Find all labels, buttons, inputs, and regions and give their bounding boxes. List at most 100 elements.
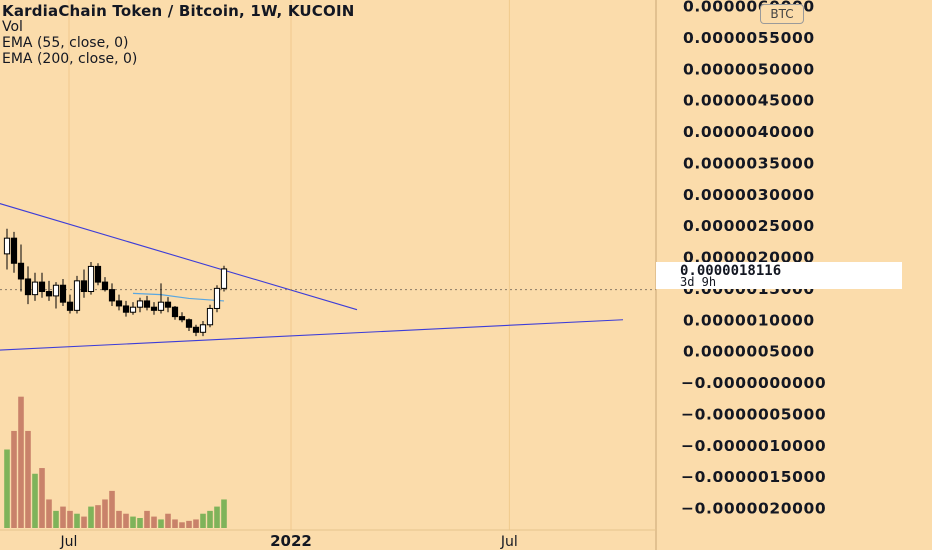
candle — [80, 269, 88, 298]
candle-body-down — [150, 306, 158, 311]
candle-body-down — [171, 306, 179, 318]
candle-body-up — [213, 287, 221, 309]
candle-body-down — [80, 280, 88, 293]
volume-bar — [81, 516, 87, 528]
volume-bar — [109, 490, 115, 528]
candle — [10, 231, 18, 273]
volume-bar — [25, 430, 31, 528]
volume-bar — [67, 510, 73, 528]
price-tick-label: 0.0000050000 — [683, 60, 815, 78]
candle-body-down — [185, 319, 193, 328]
candle — [178, 312, 186, 323]
volume-bar — [32, 473, 38, 528]
candle — [115, 294, 123, 311]
chart-grid — [68, 0, 510, 530]
currency-button[interactable]: BTC — [760, 4, 804, 24]
volume-bar — [116, 510, 122, 528]
time-tick-label: Jul — [500, 534, 518, 550]
volume-bar — [53, 510, 59, 528]
candle — [17, 244, 25, 292]
volume-bar — [193, 519, 199, 528]
price-tick-label: 0.0000030000 — [683, 186, 815, 204]
symbol-title[interactable]: KardiaChain Token / Bitcoin, 1W, KUCOIN — [2, 2, 355, 20]
volume-bar — [158, 519, 164, 528]
chart-legend: KardiaChain Token / Bitcoin, 1W, KUCOIN … — [2, 3, 355, 67]
price-tick-label: −0.0000000000 — [681, 374, 826, 392]
volume-bar — [200, 513, 206, 528]
candles — [3, 228, 228, 337]
candle-body-down — [94, 265, 102, 283]
candle — [59, 278, 67, 306]
price-tick-label: 0.0000010000 — [683, 311, 815, 329]
candle — [3, 228, 11, 270]
candle — [87, 262, 95, 295]
candle-body-down — [59, 284, 67, 303]
price-tick-label: 0.0000005000 — [683, 343, 815, 361]
candle-body-down — [24, 278, 32, 296]
candle — [66, 294, 74, 314]
candle — [199, 321, 207, 337]
price-tick-label: −0.0000015000 — [681, 468, 826, 486]
candle-body-down — [10, 237, 18, 264]
volume-bar — [179, 522, 185, 528]
candle-body-down — [17, 262, 25, 280]
volume-bar — [130, 516, 136, 528]
price-tick-label: −0.0000010000 — [681, 437, 826, 455]
candle-body-up — [87, 265, 95, 293]
candle-body-up — [136, 300, 144, 308]
volume-bar — [88, 506, 94, 528]
price-tick-label: 0.0000055000 — [683, 29, 815, 47]
trendlines — [0, 203, 624, 351]
candle — [136, 297, 144, 313]
candle — [122, 300, 130, 317]
trendline — [0, 319, 624, 351]
candle — [206, 304, 214, 328]
price-tick-label: 0.0000025000 — [683, 217, 815, 235]
bar-countdown: 3d 9h — [680, 275, 717, 289]
candle — [213, 285, 221, 313]
price-tick-label: 0.0000035000 — [683, 154, 815, 172]
candle-body-down — [108, 289, 116, 302]
indicator-ema-200[interactable]: EMA (200, close, 0) — [2, 51, 138, 67]
candle-body-down — [164, 301, 172, 308]
candle — [192, 324, 200, 337]
price-scale[interactable]: 0.00000600000.00000550000.00000500000.00… — [681, 0, 826, 518]
volume-bar — [144, 510, 150, 528]
volume-bar — [4, 449, 10, 528]
candle — [73, 275, 81, 314]
candle-body-up — [3, 237, 11, 255]
candle — [129, 302, 137, 315]
candle-body-down — [66, 301, 74, 311]
candle-body-up — [220, 268, 228, 289]
volume-bar — [165, 513, 171, 528]
candle — [52, 282, 60, 309]
candle — [31, 272, 39, 301]
price-tick-label: 0.0000045000 — [683, 92, 815, 110]
indicator-ema-55[interactable]: EMA (55, close, 0) — [2, 35, 129, 51]
volume-bar — [18, 396, 24, 528]
candle-body-down — [115, 300, 123, 307]
volume-bar — [102, 499, 108, 528]
candle-body-down — [122, 305, 130, 313]
volume-bar — [151, 516, 157, 528]
time-scale[interactable]: Jul 2022 Jul — [60, 532, 518, 550]
trendline — [0, 203, 358, 311]
volume-bar — [221, 499, 227, 528]
indicator-vol[interactable]: Vol — [2, 19, 23, 35]
volume-bar — [137, 518, 143, 528]
candle — [101, 277, 109, 292]
time-tick-label: 2022 — [270, 532, 312, 550]
candle-body-up — [199, 324, 207, 333]
volume-bars — [4, 396, 227, 528]
ema-line — [132, 292, 225, 302]
candle-body-down — [101, 281, 109, 291]
volume-bar — [123, 513, 129, 528]
candle — [150, 302, 158, 315]
volume-bar — [11, 430, 17, 528]
candle — [164, 297, 172, 313]
price-tick-label: −0.0000020000 — [681, 500, 826, 518]
candle-body-down — [178, 316, 186, 321]
candle-body-down — [143, 300, 151, 308]
candle-body-up — [157, 301, 165, 311]
